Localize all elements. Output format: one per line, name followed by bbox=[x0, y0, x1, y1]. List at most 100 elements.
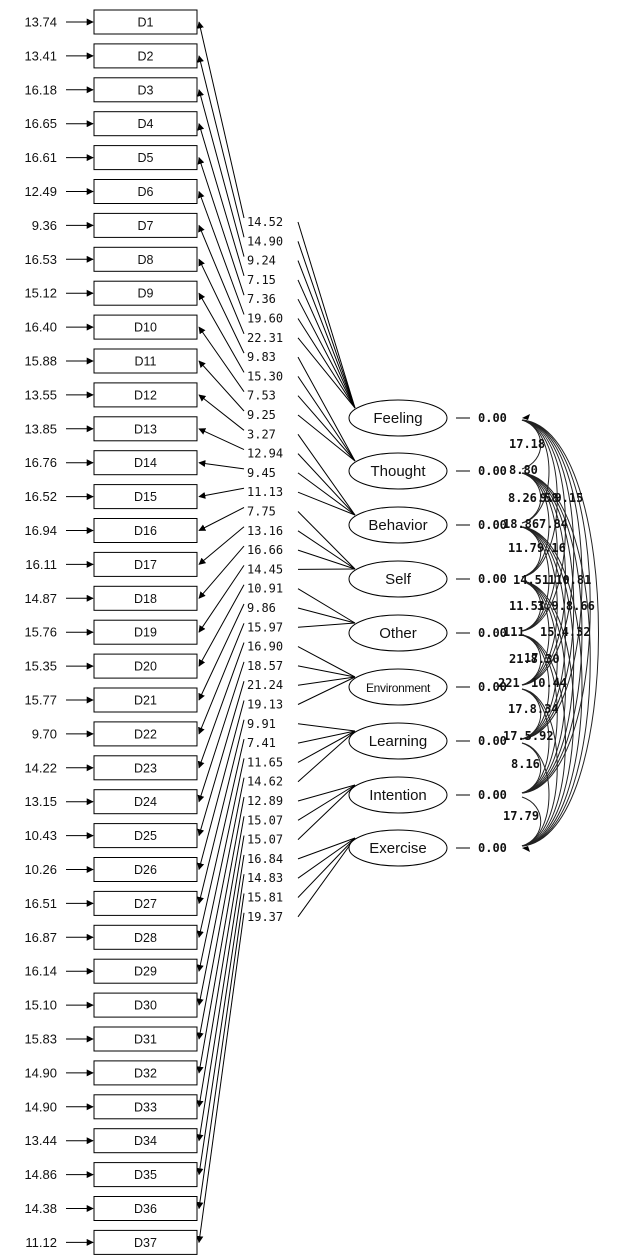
covariance-arc bbox=[521, 634, 566, 847]
indicator-label: D18 bbox=[134, 592, 157, 606]
loading-path bbox=[297, 337, 356, 409]
error-variance: 16.53 bbox=[24, 252, 57, 267]
loading-arrow bbox=[198, 326, 245, 392]
indicator-box bbox=[93, 551, 198, 577]
loading-path bbox=[297, 730, 356, 763]
error-variance: 15.83 bbox=[24, 1032, 57, 1047]
loading-arrow bbox=[197, 123, 245, 277]
covariance-label: 111 bbox=[503, 625, 525, 639]
covariance-label: 14.51 bbox=[513, 573, 549, 587]
covariance-arc bbox=[521, 526, 558, 686]
loading-label: 22.31 bbox=[247, 331, 283, 345]
loading-arrow bbox=[197, 55, 245, 238]
covariance-arc bbox=[521, 419, 591, 794]
factor-label: Behavior bbox=[368, 517, 427, 534]
error-variance: 14.38 bbox=[24, 1201, 57, 1216]
indicator-box bbox=[93, 992, 198, 1018]
error-variance: 16.87 bbox=[24, 930, 57, 945]
covariance-arc bbox=[521, 796, 542, 847]
covariance-arc bbox=[521, 634, 558, 794]
factor-label: Intention bbox=[369, 787, 427, 804]
loading-path bbox=[297, 530, 356, 570]
loading-arrow bbox=[196, 796, 245, 1040]
loading-label: 15.97 bbox=[247, 620, 283, 634]
loading-path bbox=[297, 279, 356, 409]
covariance-label: 221 bbox=[498, 676, 520, 690]
loading-label: 19.60 bbox=[247, 312, 283, 326]
indicator-box bbox=[93, 823, 198, 849]
indicator-box bbox=[93, 484, 198, 510]
factor-ellipse bbox=[348, 668, 448, 706]
loading-path bbox=[297, 837, 356, 879]
indicator-box bbox=[93, 179, 198, 204]
covariance-label: 17.5.92 bbox=[503, 729, 554, 743]
error-variance: 15.77 bbox=[24, 693, 57, 708]
indicator-box bbox=[93, 111, 198, 137]
loading-path bbox=[297, 784, 356, 840]
indicator-box bbox=[93, 314, 198, 340]
loading-path bbox=[297, 318, 356, 409]
loading-label: 14.83 bbox=[247, 871, 283, 885]
indicator-box bbox=[93, 1026, 198, 1052]
error-variance: 16.11 bbox=[25, 557, 57, 572]
loading-path bbox=[297, 784, 356, 821]
indicator-label: D12 bbox=[134, 388, 157, 402]
covariance-arc bbox=[521, 472, 591, 847]
error-variance: 16.51 bbox=[24, 896, 57, 911]
covariance-label: 17 bbox=[524, 651, 538, 665]
loading-label: 9.24 bbox=[247, 254, 276, 268]
loading-arrow bbox=[197, 661, 245, 803]
loading-arrow bbox=[197, 700, 245, 871]
loading-arrow bbox=[197, 89, 245, 257]
indicator-box bbox=[93, 890, 198, 916]
indicator-box bbox=[93, 687, 198, 713]
factor-variance: 0.00 bbox=[478, 572, 507, 586]
error-variance: 16.94 bbox=[24, 523, 57, 538]
loading-arrow bbox=[196, 758, 245, 972]
indicator-label: D36 bbox=[134, 1202, 157, 1216]
covariance-arc bbox=[521, 526, 566, 740]
indicator-box bbox=[93, 416, 198, 442]
error-variance: 15.88 bbox=[24, 354, 57, 369]
error-variance: 16.76 bbox=[24, 455, 57, 470]
loading-arrow bbox=[198, 603, 245, 701]
loading-path bbox=[297, 414, 356, 462]
loading-arrow bbox=[198, 460, 245, 470]
indicator-label: D35 bbox=[134, 1168, 157, 1182]
factor-ellipse bbox=[348, 722, 448, 760]
error-variance: 16.40 bbox=[24, 320, 57, 335]
loading-label: 19.13 bbox=[247, 698, 283, 712]
factor-ellipse bbox=[348, 614, 448, 652]
covariance-label: 21.8.30 bbox=[509, 652, 560, 666]
indicator-label: D30 bbox=[134, 999, 157, 1013]
loading-arrow bbox=[198, 584, 245, 667]
indicator-label: D10 bbox=[134, 321, 157, 335]
loading-label: 9.25 bbox=[247, 408, 276, 422]
indicator-box bbox=[93, 789, 198, 815]
indicator-box bbox=[93, 348, 198, 374]
loading-label: 11.13 bbox=[247, 485, 283, 499]
loading-label: 9.86 bbox=[247, 601, 276, 615]
loading-label: 15.81 bbox=[247, 891, 283, 905]
covariance-arc bbox=[521, 688, 558, 847]
error-variance: 13.55 bbox=[24, 387, 57, 402]
loading-path bbox=[297, 260, 356, 409]
indicator-box bbox=[93, 1060, 198, 1086]
indicator-box bbox=[93, 1229, 198, 1255]
error-variance: 15.35 bbox=[24, 659, 57, 674]
factor-label: Thought bbox=[370, 463, 426, 480]
loading-label: 14.52 bbox=[247, 215, 283, 229]
loading-label: 7.75 bbox=[247, 505, 276, 519]
factor-variance: 0.00 bbox=[478, 411, 507, 425]
indicator-label: D8 bbox=[138, 253, 154, 267]
indicator-box bbox=[93, 585, 198, 611]
error-variance: 13.41 bbox=[24, 48, 57, 63]
covariance-label: 17.8.34 bbox=[508, 702, 559, 716]
loading-path bbox=[297, 588, 356, 624]
loading-path bbox=[297, 356, 356, 462]
indicator-label: D11 bbox=[134, 355, 156, 369]
indicator-box bbox=[93, 77, 198, 103]
loading-label: 7.53 bbox=[247, 389, 276, 403]
indicator-label: D31 bbox=[134, 1033, 157, 1047]
error-variance: 16.14 bbox=[24, 964, 57, 979]
